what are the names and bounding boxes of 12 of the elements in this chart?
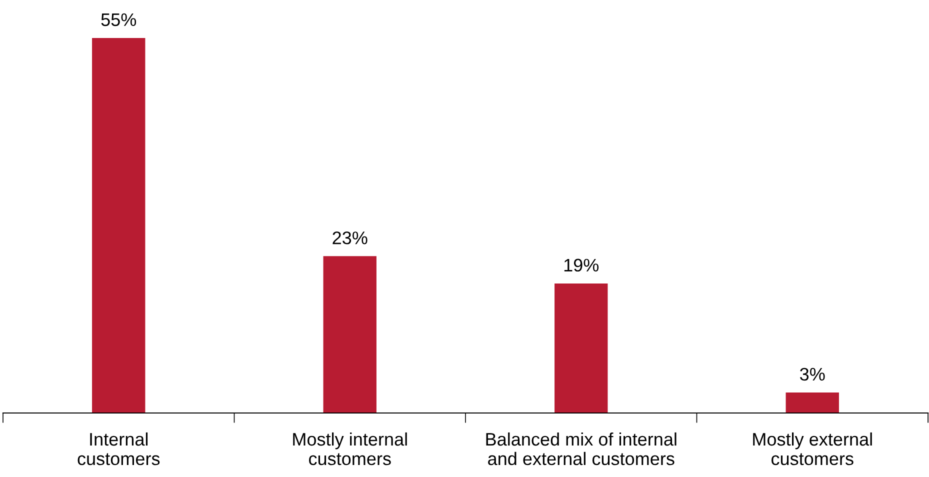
bar <box>554 283 608 413</box>
data-label: 3% <box>800 368 825 381</box>
data-label: 55% <box>101 13 136 26</box>
x-tick-label: Balanced mix of internal and external customers <box>486 432 676 466</box>
bar <box>786 392 839 413</box>
data-label: 23% <box>332 231 368 244</box>
x-tick-label: Mostly external customers <box>753 432 872 466</box>
bar <box>323 256 376 413</box>
x-tick-label: Internal customers <box>78 432 160 466</box>
bar <box>92 38 146 413</box>
x-tick-label: Mostly internal customers <box>293 432 407 466</box>
data-label: 19% <box>564 258 599 272</box>
